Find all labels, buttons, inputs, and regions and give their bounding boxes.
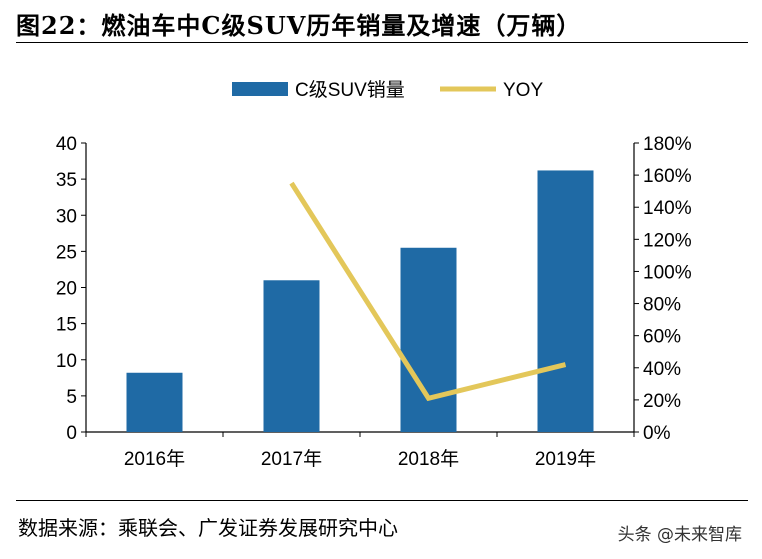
watermark: 头条 @未来智库 <box>617 525 742 545</box>
line-series <box>289 181 567 402</box>
right-tick-label: 160% <box>643 166 692 187</box>
left-tick-label: 40 <box>56 134 77 155</box>
legend-bar-swatch <box>232 82 288 96</box>
right-tick-label: 120% <box>643 230 692 251</box>
left-tick-label: 25 <box>56 242 77 263</box>
bar-2017年 <box>263 280 320 432</box>
footer-divider <box>16 500 748 501</box>
right-tick-label: 60% <box>643 327 681 348</box>
legend-bar-label: C级SUV销量 <box>295 79 405 101</box>
right-tick-label: 20% <box>643 391 681 412</box>
left-tick-label: 30 <box>56 206 77 227</box>
axes: 0 5 10 15 20 25 30 35 40 0% 20% 40% 60% 80% 100% 120% 14… <box>56 134 692 470</box>
bar-2018年 <box>400 247 457 432</box>
left-tick-label: 15 <box>56 315 77 336</box>
legend: C级SUV销量 YOY <box>232 79 543 101</box>
right-tick-label: 100% <box>643 262 692 283</box>
x-tick-label: 2018年 <box>398 448 459 470</box>
legend-line-label: YOY <box>503 80 543 101</box>
left-tick-label: 5 <box>66 387 77 408</box>
right-tick-label: 80% <box>643 295 681 316</box>
x-tick-label: 2019年 <box>535 448 596 470</box>
left-tick-label: 20 <box>56 279 77 300</box>
x-tick-label: 2017年 <box>261 448 322 470</box>
chart-title: 图22：燃油车中C级SUV历年销量及增速（万辆） <box>16 11 582 40</box>
x-tick-label: 2016年 <box>124 448 185 470</box>
bar-2019年 <box>537 170 594 432</box>
left-tick-label: 0 <box>66 423 77 444</box>
right-tick-label: 180% <box>643 134 692 155</box>
title-divider <box>16 42 748 43</box>
bar-series <box>126 170 594 432</box>
bar-2016年 <box>126 372 183 432</box>
chart-canvas: C级SUV销量 YOY 0 5 10 15 20 25 30 35 40 0% 20% 40% 60% 8… <box>56 79 692 470</box>
data-source: 数据来源：乘联会、广发证券发展研究中心 <box>18 516 398 540</box>
right-tick-label: 140% <box>643 198 692 219</box>
right-tick-label: 0% <box>643 423 671 444</box>
left-tick-label: 35 <box>56 170 77 191</box>
left-tick-label: 10 <box>56 351 77 372</box>
right-tick-label: 40% <box>643 359 681 380</box>
